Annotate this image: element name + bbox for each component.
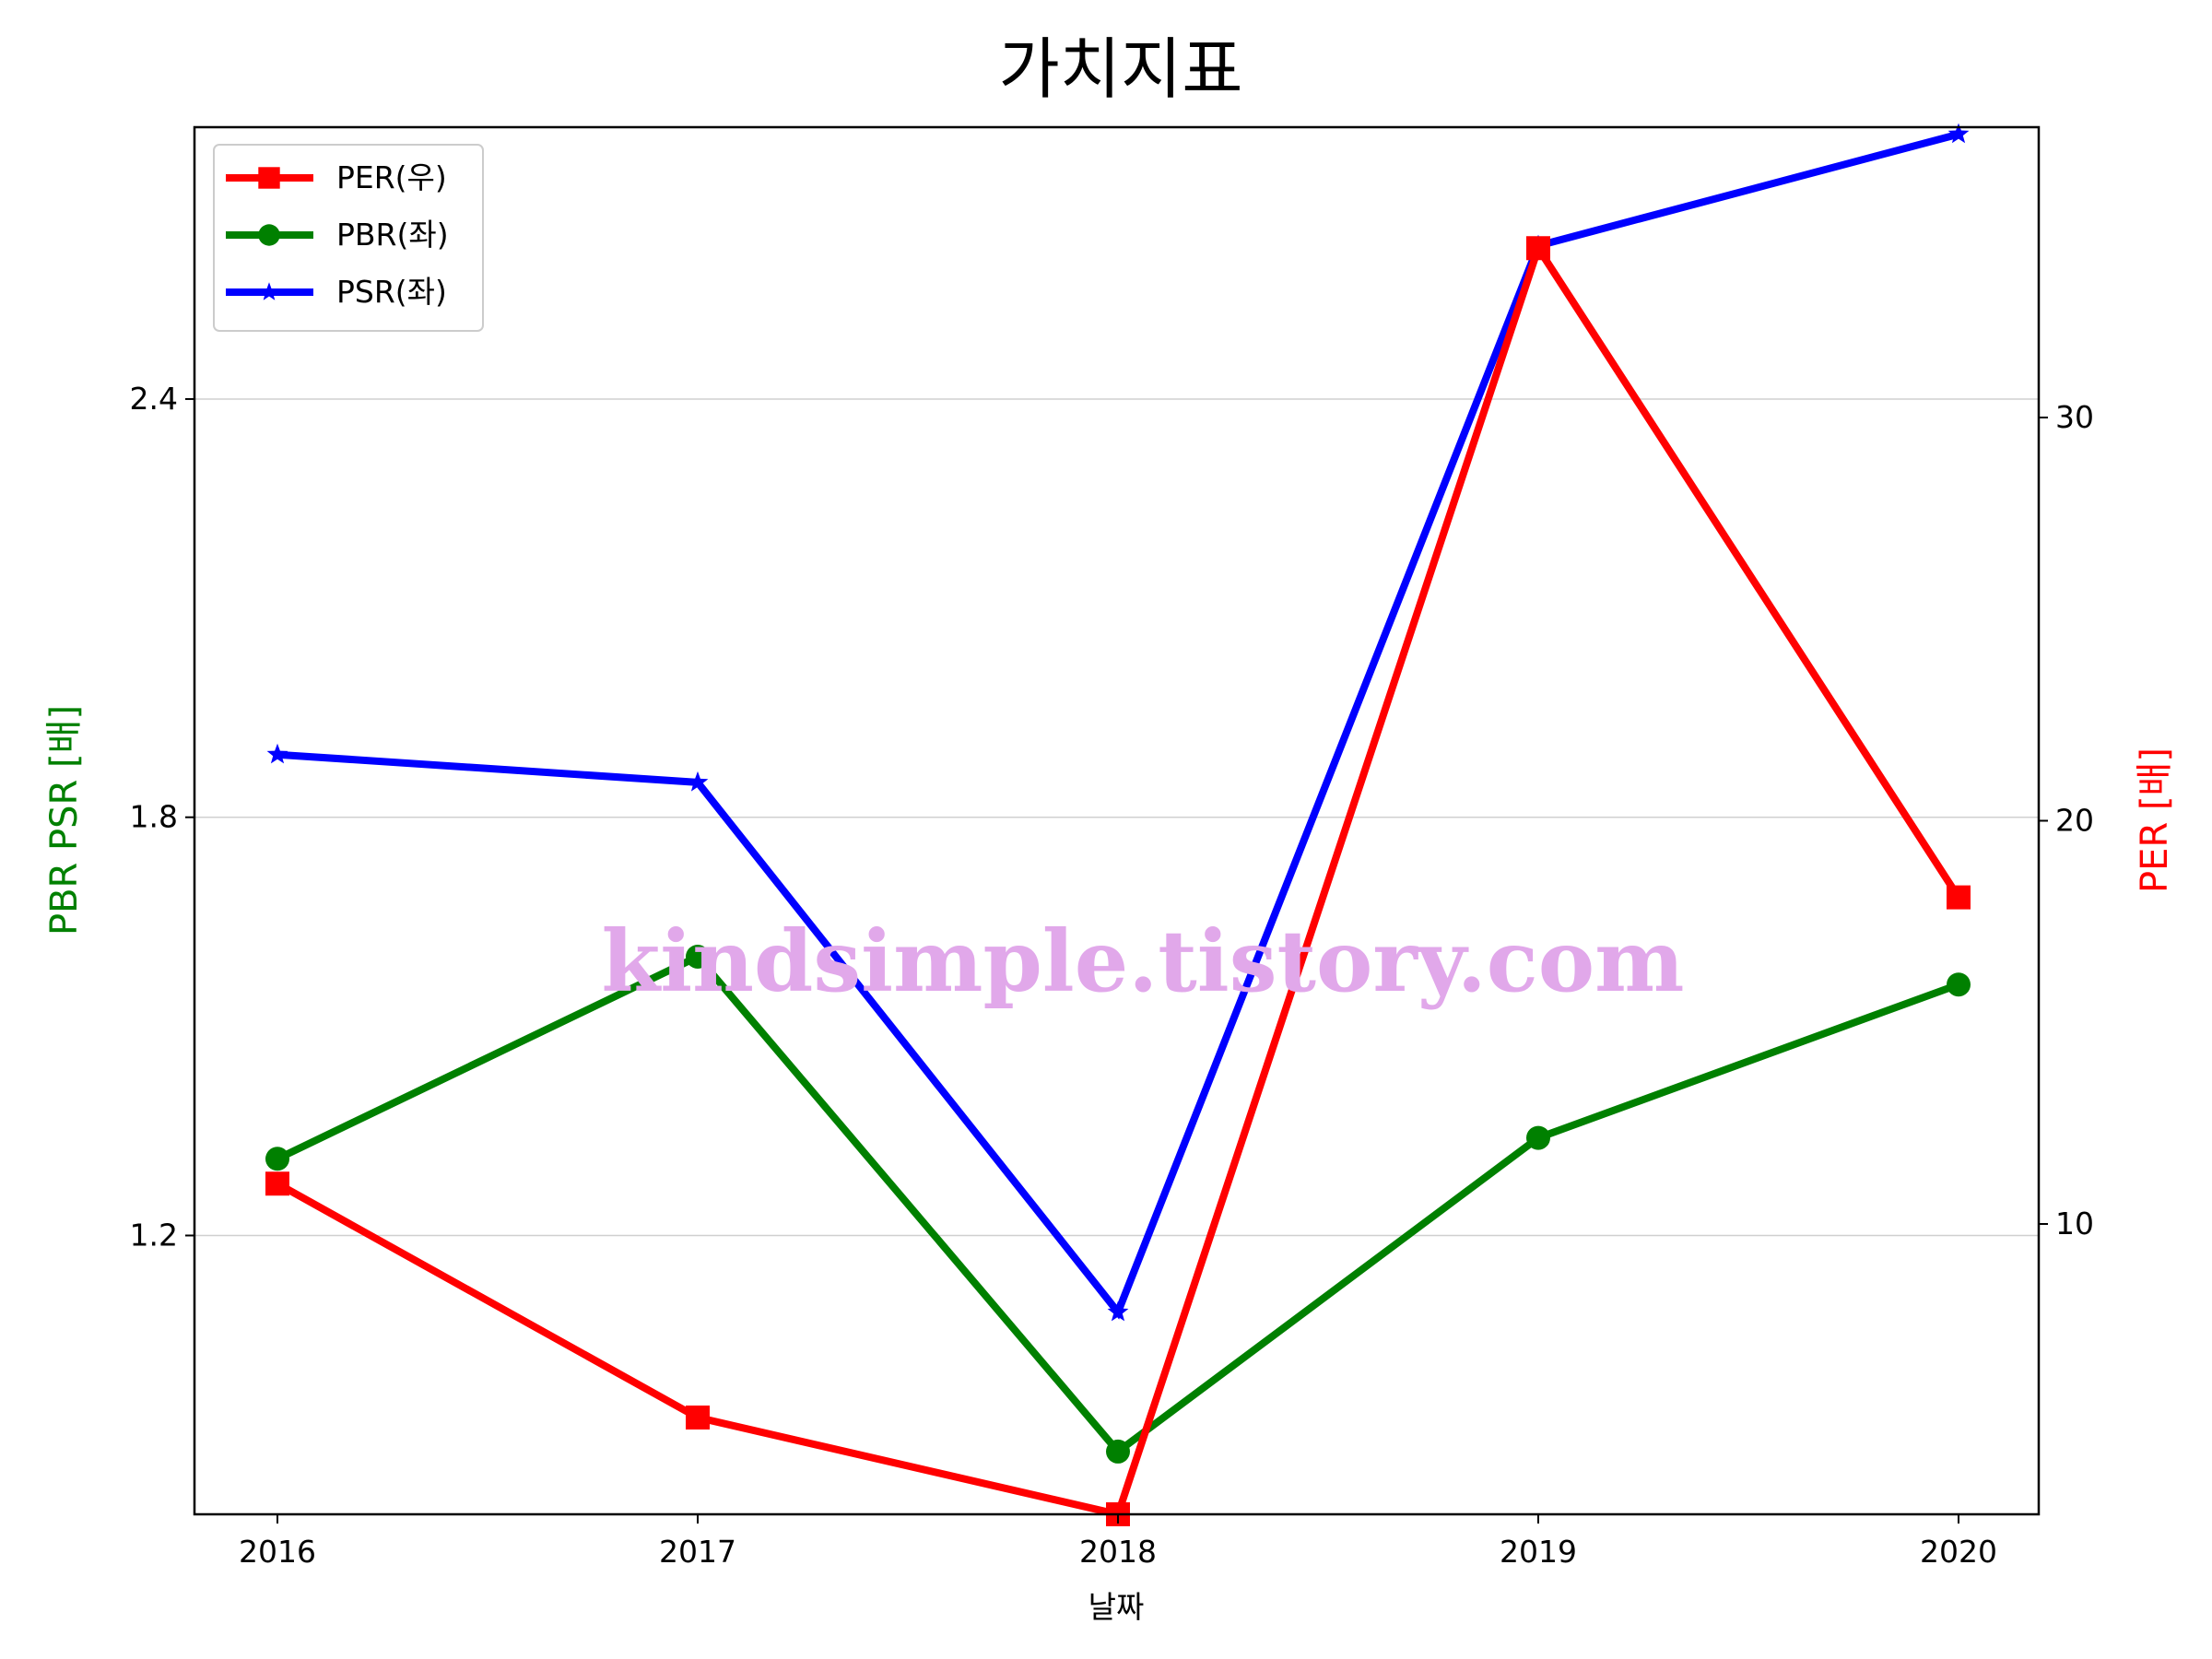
x-tick-label: 2020 (1920, 1534, 1997, 1570)
data-point (687, 771, 709, 792)
data-point (686, 944, 710, 969)
data-point (1106, 1439, 1130, 1464)
legend-marker (258, 167, 280, 189)
chart-title: 가치지표 (999, 30, 1243, 108)
legend-item: PSR(좌) (226, 274, 447, 310)
series-1 (265, 944, 1971, 1464)
data-point (265, 1171, 289, 1196)
x-axis-ticks: 2016 2017 2018 2019 2020 (239, 1514, 1997, 1570)
legend-label: PSR(좌) (336, 274, 447, 310)
legend-marker (259, 282, 279, 300)
series-line (276, 952, 1960, 1457)
y-left-tick-label: 1.8 (130, 799, 178, 835)
y-left-tick-label: 2.4 (130, 381, 178, 417)
series-line (276, 240, 1962, 1519)
gridlines (194, 398, 2039, 1237)
legend-marker (258, 224, 280, 246)
y-axis-left-label: PBR PSR [배] (43, 705, 86, 935)
x-tick-label: 2018 (1079, 1534, 1157, 1570)
y-axis-right-label: PER [배] (2134, 747, 2176, 893)
data-point (1947, 885, 1971, 910)
data-point (1947, 972, 1971, 997)
legend-item: PBR(좌) (226, 217, 449, 253)
data-point (266, 743, 288, 764)
plot-area-series (265, 123, 1971, 1526)
series-2 (266, 123, 1970, 1322)
legend-box (213, 144, 484, 332)
data-point (1526, 1125, 1550, 1150)
watermark-text: kindsimple.tistory.com (601, 912, 1684, 1011)
x-tick-label: 2016 (239, 1534, 316, 1570)
legend-label: PBR(좌) (336, 217, 449, 253)
y-right-tick-label: 10 (2055, 1206, 2094, 1241)
series-0 (265, 236, 1971, 1526)
legend-label: PER(우) (336, 159, 447, 195)
x-tick-label: 2017 (659, 1534, 736, 1570)
y-right-tick-label: 20 (2055, 803, 2094, 839)
data-point (265, 1147, 289, 1171)
data-point (1107, 1300, 1129, 1322)
data-point (1526, 236, 1550, 261)
y-left-tick-label: 1.2 (130, 1217, 178, 1253)
y-axis-left-ticks: 1.2 1.8 2.4 (130, 381, 194, 1253)
y-right-tick-label: 30 (2055, 399, 2094, 435)
series-line (276, 130, 1960, 1320)
legend-item: PER(우) (226, 159, 447, 195)
x-tick-label: 2019 (1500, 1534, 1577, 1570)
y-axis-right-ticks: 10 20 30 (2039, 399, 2094, 1241)
data-point (1947, 123, 1970, 144)
legend: PER(우) PBR(좌) PSR(좌) (213, 144, 484, 332)
data-point (686, 1406, 710, 1430)
x-axis-label: 날짜 (1088, 1589, 1145, 1625)
